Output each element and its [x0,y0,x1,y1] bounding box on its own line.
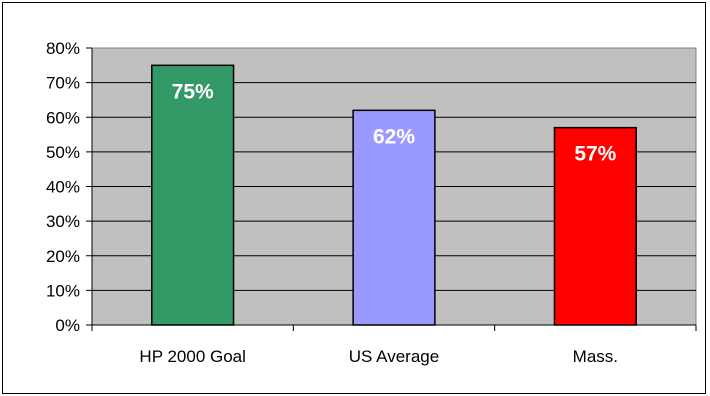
x-category-label: US Average [349,347,439,366]
y-tick-label: 40% [46,178,80,197]
y-tick-label: 10% [46,281,80,300]
data-label: 62% [373,125,415,148]
labels: 0% 10% 20% 30% 40% 50% 60% 70% 80% 75% HP 2000 Goa… [46,39,618,366]
y-tick-label: 60% [46,108,80,127]
bar-hp-2000-goal [151,64,235,326]
y-tick-label: 0% [55,316,80,335]
y-tick-label: 20% [46,247,80,266]
data-label: 57% [574,143,616,166]
y-tick-label: 50% [46,143,80,162]
bars [151,64,637,326]
x-category-label: Mass. [573,347,618,366]
y-tick-label: 70% [46,74,80,93]
y-tick-label: 80% [46,39,80,58]
y-tick-label: 30% [46,212,80,231]
x-category-label: HP 2000 Goal [139,347,245,366]
bar-mass [553,126,637,326]
bar-us-average [352,109,436,326]
axes [86,47,697,331]
data-label: 75% [172,80,214,103]
